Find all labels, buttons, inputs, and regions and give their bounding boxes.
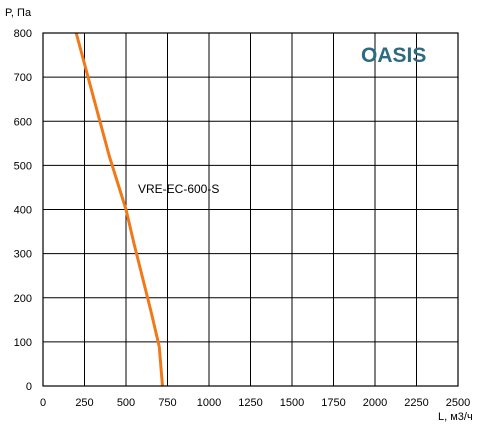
y-tick-label: 800: [14, 28, 32, 40]
series-line: [74, 32, 164, 387]
plot-frame: [42, 32, 459, 387]
x-tick-label: 2500: [446, 397, 470, 409]
x-tick-labels: 0 250 500 750 1000 1250 1500 1750 2000 2250 2500: [40, 397, 470, 409]
x-tick-label: 0: [40, 397, 46, 409]
y-tick-label: 500: [14, 160, 32, 172]
x-tick-label: 750: [158, 397, 176, 409]
x-tick-label: 1750: [321, 397, 345, 409]
x-tick-label: 500: [117, 397, 135, 409]
x-tick-label: 250: [75, 397, 93, 409]
x-tick-label: 1500: [280, 397, 304, 409]
y-tick-label: 0: [26, 381, 32, 393]
y-tick-labels: 0 100 200 300 400 500 600 700 800: [14, 28, 32, 393]
y-tick-label: 700: [14, 72, 32, 84]
grid: [42, 32, 459, 387]
series-label: VRE-EC-600-S: [138, 182, 219, 196]
x-axis-title: L, м3/ч: [438, 411, 473, 423]
y-tick-label: 400: [14, 205, 32, 217]
oasis-logo: OASIS: [361, 44, 426, 67]
y-tick-label: 600: [14, 116, 32, 128]
series-layer: [74, 32, 164, 387]
y-tick-label: 100: [14, 337, 32, 349]
x-tick-label: 2000: [363, 397, 387, 409]
x-tick-label: 2250: [404, 397, 428, 409]
x-tick-label: 1000: [197, 397, 221, 409]
x-tick-label: 1250: [238, 397, 262, 409]
y-axis-title: P, Па: [5, 7, 32, 19]
y-tick-label: 300: [14, 249, 32, 261]
y-tick-label: 200: [14, 293, 32, 305]
